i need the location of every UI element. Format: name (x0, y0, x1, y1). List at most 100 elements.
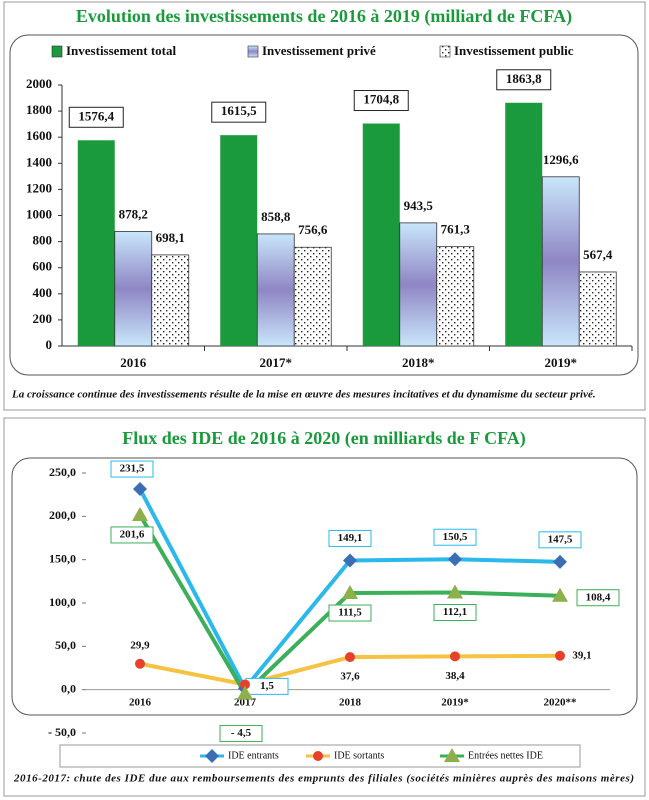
value-label: 1863,8 (506, 71, 542, 86)
y-tick-label: 1200 (26, 180, 52, 195)
marker (135, 658, 145, 669)
bar (256, 233, 295, 347)
marker (240, 679, 250, 690)
bar (399, 222, 438, 347)
value-label-box (211, 101, 267, 123)
x-tick-label: 2016 (129, 697, 152, 709)
marker (313, 751, 323, 761)
y-tick-label: 150,0 (49, 551, 76, 565)
y-tick-label: 0 (46, 337, 53, 352)
value-label: 1576,4 (78, 108, 114, 123)
y-tick-label: 400 (33, 285, 53, 300)
panel-border (3, 417, 646, 797)
value-label-box (538, 531, 582, 549)
y-tick-label: 800 (33, 233, 53, 248)
x-tick-label: 2020** (544, 697, 578, 709)
value-label: 698,1 (156, 230, 185, 245)
bar (362, 123, 400, 347)
value-label: 147,5 (548, 533, 573, 545)
bar (293, 246, 332, 347)
bar (505, 102, 543, 346)
y-tick-label: 1600 (26, 128, 52, 143)
panel-border (3, 1, 646, 411)
legend-label: Investissement public (454, 43, 574, 58)
value-label: 1,5 (260, 680, 274, 692)
marker (342, 585, 358, 600)
value-label: 567,4 (583, 247, 613, 262)
value-label-box (68, 106, 124, 128)
y-tick-label: - 50,0 (48, 725, 76, 739)
x-tick-label: 2019* (441, 697, 469, 709)
marker (205, 749, 219, 763)
marker (555, 650, 565, 661)
value-label-box (110, 526, 154, 544)
value-label: 1296,6 (543, 152, 579, 167)
marker (444, 748, 460, 762)
value-label: 201,6 (120, 528, 145, 540)
value-label-box (328, 529, 372, 547)
value-label: 38,4 (445, 670, 465, 682)
marker (343, 553, 357, 568)
chart-frame (9, 34, 639, 376)
marker (552, 587, 568, 602)
y-tick-label: 1000 (26, 206, 52, 221)
value-label: 149,1 (338, 532, 363, 544)
x-tick-label: 2019* (545, 355, 578, 370)
marker (450, 651, 460, 662)
bar (77, 140, 115, 346)
marker (553, 554, 567, 569)
value-label-box (219, 725, 263, 743)
marker (237, 685, 253, 700)
y-tick-label: 2000 (26, 76, 52, 91)
value-label: 37,6 (340, 671, 360, 683)
legend-frame (59, 744, 581, 768)
bar (220, 135, 258, 346)
value-label: 1615,5 (221, 103, 257, 118)
value-label: 878,2 (119, 206, 148, 221)
y-tick-label: 1400 (26, 154, 52, 169)
value-label: 108,4 (586, 591, 611, 603)
chart-title: Flux des IDE de 2016 à 2020 (en milliard… (122, 428, 526, 449)
value-label: - 4,5 (231, 727, 252, 739)
y-tick-label: 200 (33, 311, 53, 326)
value-label-box (328, 604, 372, 622)
legend-label: Entrées nettes IDE (468, 750, 543, 761)
x-tick-label: 2016 (120, 355, 147, 370)
value-label: 756,6 (298, 222, 328, 237)
legend-swatch (51, 45, 63, 58)
marker (448, 552, 462, 567)
value-label-box (433, 604, 477, 622)
legend-label: Investissement total (66, 43, 177, 58)
value-label: 1704,8 (363, 92, 399, 107)
bar (436, 246, 475, 347)
value-label: 943,5 (404, 198, 434, 213)
chart-title: Evolution des investissements de 2016 à … (76, 6, 572, 27)
value-label: 39,1 (572, 649, 591, 661)
x-tick-label: 2018* (402, 355, 435, 370)
legend-label: Investissement privé (262, 43, 376, 58)
legend-label: IDE entrants (228, 750, 279, 761)
value-label-box (110, 460, 154, 478)
bar (578, 271, 617, 347)
value-label: 150,5 (443, 531, 468, 543)
value-label: 112,1 (443, 606, 467, 618)
x-tick-label: 2018 (339, 697, 362, 709)
value-label-box (576, 589, 620, 607)
y-tick-label: 250,0 (49, 465, 76, 479)
bar (541, 176, 580, 347)
y-tick-label: 600 (33, 259, 53, 274)
chart-note: La croissance continue des investissemen… (11, 389, 596, 401)
value-label-box (496, 69, 552, 91)
value-label: 858,8 (261, 209, 291, 224)
value-label: 231,5 (120, 463, 145, 475)
bar (151, 254, 190, 347)
y-tick-label: 100,0 (49, 595, 76, 609)
x-tick-label: 2017* (260, 355, 293, 370)
value-label: 111,5 (338, 607, 362, 619)
y-tick-label: 50,0 (55, 638, 76, 652)
legend-swatch (439, 45, 451, 58)
value-label: 29,9 (130, 639, 150, 651)
value-label-box (353, 90, 409, 112)
value-label: 761,3 (441, 222, 471, 237)
